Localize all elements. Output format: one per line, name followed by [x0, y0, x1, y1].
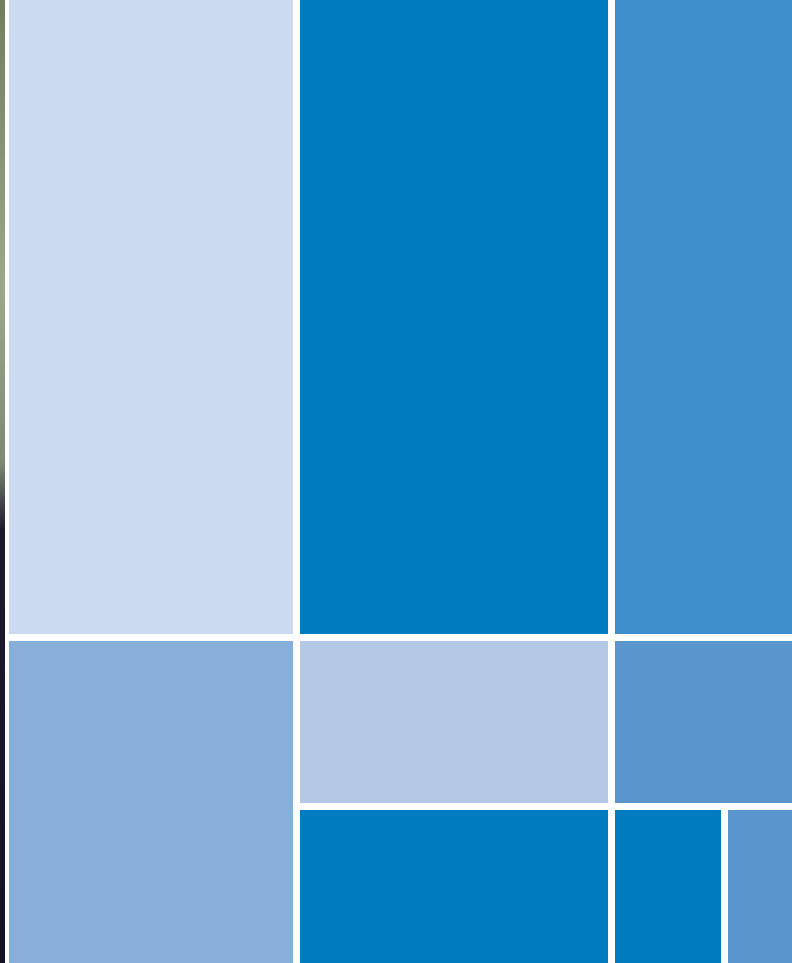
- image-edge: [0, 0, 5, 963]
- tile[interactable]: [300, 641, 608, 803]
- tile[interactable]: [300, 810, 608, 963]
- tile[interactable]: [615, 810, 721, 963]
- tile[interactable]: [9, 0, 293, 634]
- tile[interactable]: [9, 641, 293, 963]
- tile[interactable]: [728, 810, 792, 963]
- tile[interactable]: [615, 0, 792, 634]
- tile[interactable]: [300, 0, 608, 634]
- tile[interactable]: [615, 641, 792, 803]
